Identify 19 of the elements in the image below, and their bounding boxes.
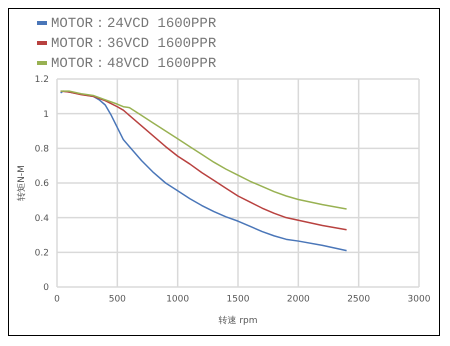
legend-label: MOTOR：48VCD 1600PPR bbox=[51, 55, 216, 72]
x-tick-label: 1500 bbox=[226, 294, 250, 304]
legend-label: MOTOR：36VCD 1600PPR bbox=[51, 35, 216, 52]
x-tick-label: 1000 bbox=[166, 294, 190, 304]
x-tick-label: 0 bbox=[54, 294, 60, 304]
y-tick-label: 0.2 bbox=[34, 248, 49, 259]
x-tick-label: 500 bbox=[108, 294, 126, 304]
legend-label: MOTOR：24VCD 1600PPR bbox=[51, 15, 216, 32]
y-axis-title: 转矩N-M bbox=[16, 165, 28, 201]
x-tick-label: 2000 bbox=[286, 294, 310, 304]
y-tick-label: 0.4 bbox=[34, 214, 50, 224]
x-tick-label: 3000 bbox=[408, 294, 431, 304]
x-tick-label: 2500 bbox=[347, 294, 370, 304]
y-tick-label: 1.2 bbox=[34, 75, 49, 86]
y-tick-label: 0.8 bbox=[34, 144, 50, 155]
y-tick-label: 0 bbox=[43, 283, 50, 294]
y-tick-label: 1 bbox=[43, 110, 49, 120]
y-tick-label: 0.6 bbox=[34, 179, 50, 190]
x-axis-title: 转速 rpm bbox=[218, 315, 258, 326]
